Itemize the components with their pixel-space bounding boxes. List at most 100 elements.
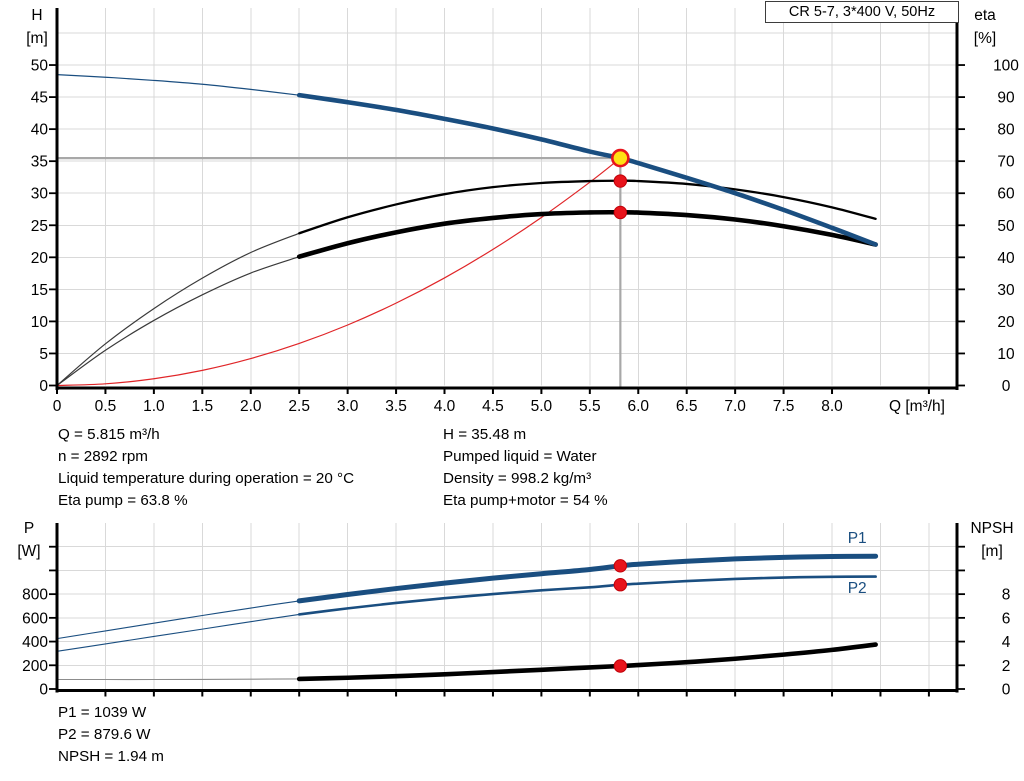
tick-label: 2.0	[240, 398, 262, 415]
head-value: H = 35.48 m	[443, 426, 527, 443]
density-value: Density = 998.2 kg/m³	[443, 470, 592, 487]
tick-label: 1.0	[143, 398, 165, 415]
tick-label: 0	[39, 378, 48, 395]
p1-dot	[613, 559, 628, 573]
p1-value: P1 = 1039 W	[58, 704, 147, 721]
tick-label: 4.5	[482, 398, 504, 415]
tick-label: 30	[997, 282, 1015, 299]
eta-pump-dot	[613, 174, 628, 188]
tick-label: 5	[39, 346, 48, 363]
tick-label: 35	[31, 154, 48, 171]
tick-label: 7.0	[724, 398, 746, 415]
tick-label: 45	[31, 90, 48, 107]
tick-label: 6.5	[676, 398, 698, 415]
tick-label: 40	[997, 250, 1015, 267]
tick-label: 2.5	[288, 398, 310, 415]
flow-value: Q = 5.815 m³/h	[58, 426, 160, 443]
p1-curve	[296, 553, 879, 604]
tick-label: 20	[31, 250, 49, 267]
p2-curve-label: P2	[848, 580, 867, 597]
tick-label: Q [m³/h]	[889, 398, 945, 415]
tick-label: 0	[1002, 378, 1011, 395]
tick-label: 600	[22, 610, 48, 627]
p2-thin-curve	[56, 613, 300, 652]
duty-point-marker	[611, 148, 630, 168]
head-axis-label-line1: H	[31, 7, 43, 24]
pump-model-title: CR 5-7, 3*400 V, 50Hz	[765, 1, 959, 23]
tick-label: 25	[31, 218, 48, 235]
eta-pump-motor-dot	[613, 205, 628, 220]
eta-pump-motor-value: Eta pump+motor = 54 %	[443, 492, 608, 509]
tick-label: 0.5	[95, 398, 117, 415]
eta-pump-value: Eta pump = 63.8 %	[58, 492, 188, 509]
tick-label: 10	[997, 346, 1015, 363]
tick-label: 50	[997, 218, 1015, 235]
tick-label: 1.5	[192, 398, 214, 415]
tick-label: 200	[22, 658, 48, 675]
eta-pump-curve	[298, 179, 877, 235]
eta-axis-label: eta [%]	[963, 4, 1007, 50]
eta-axis-label-line2: [%]	[973, 30, 997, 47]
tick-label: 4.0	[434, 398, 456, 415]
p2-dot	[613, 578, 628, 592]
tick-label: 800	[22, 587, 48, 604]
power-axis-label-line1: P	[23, 520, 35, 537]
npsh-axis-label-line1: NPSH	[970, 520, 1014, 537]
tick-label: 10	[31, 314, 49, 331]
tick-label: 15	[31, 282, 48, 299]
p2-curve	[297, 575, 877, 616]
p1-curve-label: P1	[848, 530, 867, 547]
eta-pump-motor-curve	[296, 209, 878, 259]
tick-label: 70	[997, 154, 1015, 171]
tick-label: 20	[997, 314, 1015, 331]
tick-label: 100	[993, 58, 1019, 75]
head-axis-label: H [m]	[16, 4, 58, 50]
tick-label: 2	[1002, 658, 1011, 675]
tick-label: 80	[997, 122, 1015, 139]
tick-label: 90	[997, 90, 1015, 107]
tick-label: 0	[53, 398, 62, 415]
tick-label: 8	[1002, 587, 1011, 604]
system-curve-curve	[56, 157, 621, 387]
head-thin-curve	[56, 74, 300, 96]
tick-label: 40	[31, 122, 49, 139]
eta-pump-thin-curve	[56, 232, 300, 387]
eta-pump-motor-thin-curve	[56, 256, 300, 387]
p1-thin-curve	[56, 600, 300, 640]
tick-label: 6	[1002, 610, 1011, 627]
tick-label: 4	[1002, 634, 1011, 651]
tick-label: 6.0	[627, 398, 649, 415]
npsh-axis-label-line2: [m]	[981, 543, 1003, 560]
npsh-axis-label: NPSH [m]	[962, 517, 1022, 563]
tick-label: 5.0	[531, 398, 553, 415]
tick-label: 30	[31, 186, 49, 203]
npsh-value: NPSH = 1.94 m	[58, 748, 164, 765]
tick-label: 60	[997, 186, 1015, 203]
power-axis-label: P [W]	[8, 517, 50, 563]
liquid-temperature-value: Liquid temperature during operation = 20…	[58, 470, 355, 487]
head-curve	[296, 92, 878, 247]
npsh-thin-curve	[56, 678, 300, 681]
tick-label: 5.5	[579, 398, 601, 415]
operating-data-left: Q = 5.815 m³/h n = 2892 rpm Liquid tempe…	[58, 424, 354, 512]
head-axis-label-line2: [m]	[26, 30, 48, 47]
operating-data-right: H = 35.48 m Pumped liquid = Water Densit…	[443, 424, 608, 512]
power-npsh-data: P1 = 1039 W P2 = 879.6 W NPSH = 1.94 m	[58, 702, 164, 768]
power-axis-label-line2: [W]	[17, 543, 41, 560]
p2-value: P2 = 879.6 W	[58, 726, 151, 743]
tick-label: 0	[1002, 682, 1011, 699]
speed-value: n = 2892 rpm	[58, 448, 148, 465]
tick-label: 8.0	[821, 398, 843, 415]
pumped-liquid-value: Pumped liquid = Water	[443, 448, 597, 465]
npsh-dot	[613, 659, 628, 673]
tick-label: 400	[22, 634, 48, 651]
tick-label: 3.0	[337, 398, 359, 415]
tick-label: 3.5	[385, 398, 407, 415]
tick-label: 50	[31, 58, 49, 75]
npsh-curve	[296, 642, 878, 682]
tick-label: 7.5	[773, 398, 795, 415]
tick-label: 0	[39, 682, 48, 699]
eta-axis-label-line1: eta	[974, 7, 996, 24]
